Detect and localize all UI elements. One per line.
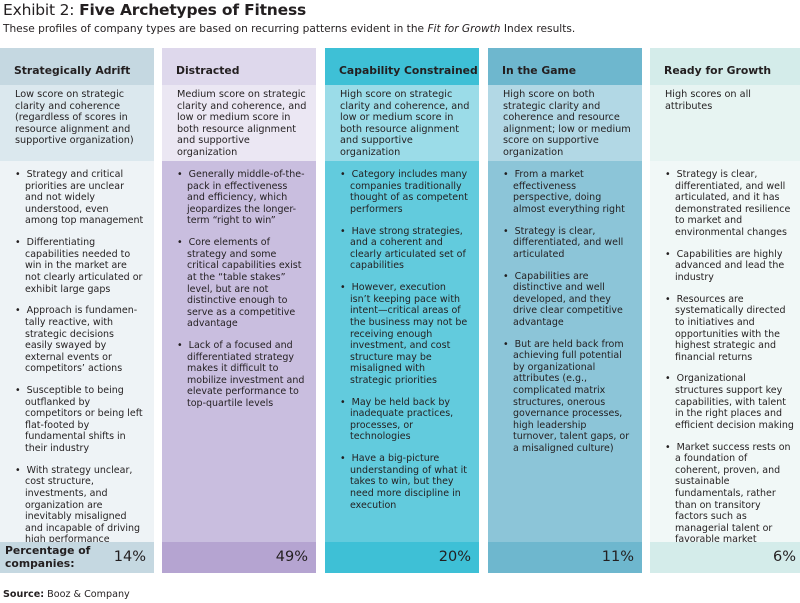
- archetype-bullet-list: From a market effectiveness perspective,…: [488, 161, 642, 455]
- archetype-bullet: From a market effectiveness perspective,…: [503, 169, 632, 215]
- source-text: Booz & Company: [44, 589, 130, 600]
- exhibit-title-prefix: Exhibit 2:: [3, 1, 80, 19]
- archetype-bullet: Category includes many companies traditi…: [340, 169, 469, 215]
- archetype-bullet: However, execution isn’t keeping pace wi…: [340, 282, 469, 386]
- archetype-bullet: Susceptible to being outflanked by compe…: [15, 385, 144, 455]
- archetype-bullet: Capabilities are highly advanced and lea…: [665, 249, 794, 284]
- archetype-score-criteria: High scores on all attributes: [650, 85, 800, 161]
- archetype-heading: Distracted: [162, 48, 316, 85]
- archetype-bullet: Have a big-picture understanding of what…: [340, 453, 469, 511]
- archetype-column: In the Game High score on both strategic …: [488, 48, 642, 573]
- percentage-value: 14%: [113, 549, 146, 565]
- archetype-bullet-list: Strategy and critical priorities are unc…: [0, 161, 154, 546]
- archetype-bullet-list: Generally middle-of-the-pack in effectiv…: [162, 161, 316, 410]
- archetype-bullet: Strategy and critical priorities are unc…: [15, 169, 144, 227]
- archetype-score-criteria: Medium score on strategic clarity and co…: [162, 85, 316, 161]
- archetype-heading: In the Game: [488, 48, 642, 85]
- archetype-bullet: Have strong strategies, and a coherent a…: [340, 226, 469, 272]
- archetype-description: Strategy and critical priorities are unc…: [0, 161, 154, 545]
- archetype-column: Ready for Growth High scores on all attri…: [650, 48, 800, 573]
- subtitle-before: These profiles of company types are base…: [3, 23, 428, 35]
- subtitle-after: Index results.: [500, 23, 576, 35]
- archetype-bullet-list: Category includes many companies traditi…: [325, 161, 479, 511]
- archetype-column: Capability Constrained High score on stra…: [325, 48, 479, 573]
- archetype-footer: 6%: [650, 542, 800, 573]
- archetype-bullet: Resources are systematically directed to…: [665, 294, 794, 364]
- archetype-heading: Strategically Adrift: [0, 48, 154, 85]
- archetype-bullet: Core elements of strategy and some criti…: [177, 237, 306, 330]
- archetype-bullet: Approach is fundamen-tally reactive, wit…: [15, 305, 144, 375]
- source-note: Source: Booz & Company: [3, 589, 130, 601]
- archetype-footer: 11%: [488, 542, 642, 573]
- exhibit-subtitle: These profiles of company types are base…: [3, 22, 575, 36]
- archetype-score-criteria: High score on both strategic clarity and…: [488, 85, 642, 161]
- archetype-heading: Capability Constrained: [325, 48, 479, 85]
- percentage-value: 6%: [772, 549, 796, 565]
- percentage-label: Percentage of companies:: [5, 544, 91, 570]
- archetype-description: Generally middle-of-the-pack in effectiv…: [162, 161, 316, 542]
- archetype-footer: Percentage of companies: 14%: [0, 542, 154, 573]
- percentage-value: 20%: [438, 549, 471, 565]
- archetype-score-criteria: Low score on strategic clarity and coher…: [0, 85, 154, 161]
- archetype-score-criteria: High score on strategic clarity and cohe…: [325, 85, 479, 161]
- archetype-footer: 49%: [162, 542, 316, 573]
- archetype-bullet: Market success rests on a foundation of …: [665, 442, 794, 558]
- archetype-bullet: Generally middle-of-the-pack in effectiv…: [177, 169, 306, 227]
- archetype-bullet: Capabilities are distinctive and well de…: [503, 271, 632, 329]
- archetype-footer: 20%: [325, 542, 479, 573]
- archetype-bullet: But are held back from achieving full po…: [503, 339, 632, 455]
- exhibit-title: Exhibit 2: Five Archetypes of Fitness: [3, 0, 306, 20]
- archetype-bullet: Strategy is clear, differentiated, and w…: [665, 169, 794, 239]
- archetype-column: Distracted Medium score on strategic clar…: [162, 48, 316, 573]
- exhibit-title-text: Five Archetypes of Fitness: [79, 1, 306, 19]
- percentage-value: 11%: [601, 549, 634, 565]
- subtitle-emphasis: Fit for Growth: [427, 23, 501, 35]
- archetype-bullet: May be held back by inadequate practices…: [340, 397, 469, 443]
- archetype-bullet: Differentiating capabilities needed to w…: [15, 237, 144, 295]
- archetype-bullet: Lack of a focused and differentiated str…: [177, 340, 306, 410]
- archetype-description: Category includes many companies traditi…: [325, 161, 479, 542]
- archetype-bullet: With strategy unclear, cost structure, i…: [15, 465, 144, 546]
- archetype-bullet: Strategy is clear, differentiated, and w…: [503, 226, 632, 261]
- percentage-value: 49%: [275, 549, 308, 565]
- archetype-bullet-list: Strategy is clear, differentiated, and w…: [650, 161, 800, 558]
- source-label: Source:: [3, 589, 45, 600]
- archetype-column: Strategically Adrift Low score on strateg…: [0, 48, 154, 573]
- archetype-heading: Ready for Growth: [650, 48, 800, 85]
- archetype-description: From a market effectiveness perspective,…: [488, 161, 642, 542]
- archetype-bullet: Organizational structures support key ca…: [665, 373, 794, 431]
- archetype-description: Strategy is clear, differentiated, and w…: [650, 161, 800, 557]
